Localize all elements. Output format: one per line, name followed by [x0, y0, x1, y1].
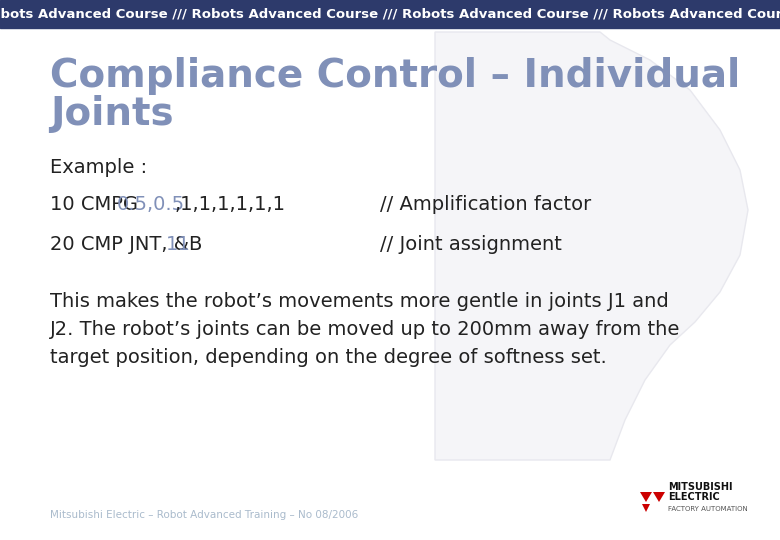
Text: 10 CMPG: 10 CMPG — [50, 195, 144, 214]
Bar — [0, 0, 780, 28]
Text: Joints: Joints — [50, 95, 174, 133]
Text: // Joint assignment: // Joint assignment — [380, 235, 562, 254]
Text: MITSUBISHI: MITSUBISHI — [668, 482, 732, 492]
Text: This makes the robot’s movements more gentle in joints J1 and
J2. The robot’s jo: This makes the robot’s movements more ge… — [50, 292, 680, 367]
Polygon shape — [435, 32, 748, 460]
Polygon shape — [653, 492, 665, 502]
Text: ,1,1,1,1,1,1: ,1,1,1,1,1,1 — [175, 195, 285, 214]
Polygon shape — [640, 492, 652, 502]
Text: 11: 11 — [166, 235, 191, 254]
Text: Compliance Control – Individual: Compliance Control – Individual — [50, 57, 740, 95]
Text: Robots Advanced Course /// Robots Advanced Course /// Robots Advanced Course ///: Robots Advanced Course /// Robots Advanc… — [0, 8, 780, 21]
Polygon shape — [642, 504, 650, 512]
Text: FACTORY AUTOMATION: FACTORY AUTOMATION — [668, 506, 748, 512]
Text: 0.5,0.5: 0.5,0.5 — [116, 195, 185, 214]
Text: // Amplification factor: // Amplification factor — [380, 195, 591, 214]
Text: ELECTRIC: ELECTRIC — [668, 492, 720, 502]
Text: Mitsubishi Electric – Robot Advanced Training – No 08/2006: Mitsubishi Electric – Robot Advanced Tra… — [50, 510, 358, 520]
Text: Example :: Example : — [50, 158, 147, 177]
Text: 20 CMP JNT, &B: 20 CMP JNT, &B — [50, 235, 202, 254]
